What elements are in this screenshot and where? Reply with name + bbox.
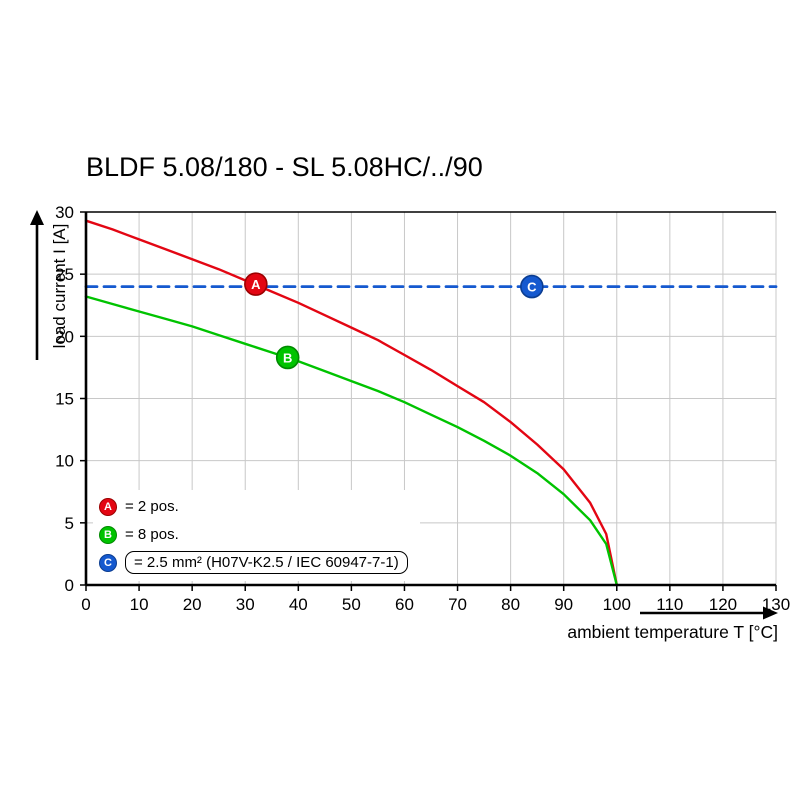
y-tick-label: 10: [55, 452, 74, 471]
x-tick-label: 70: [448, 595, 467, 614]
legend-label-B: = 8 pos.: [125, 526, 179, 543]
marker-B: [275, 345, 300, 370]
y-tick-label: 20: [55, 327, 74, 346]
legend: A = 2 pos. B = 8 pos. C = 2.5 mm² (H07V-K2.5 …: [93, 490, 420, 581]
legend-label-A: = 2 pos.: [125, 498, 179, 515]
y-tick-label: 30: [55, 203, 74, 222]
series-A: [84, 219, 618, 587]
legend-marker-C-icon: C: [99, 553, 117, 572]
legend-marker-A-icon: A: [99, 497, 117, 516]
marker-A: [244, 272, 268, 296]
marker-letter-C: C: [527, 279, 537, 294]
y-axis-arrow-icon: [30, 210, 44, 360]
x-tick-label: 20: [183, 595, 202, 614]
marker-C: [520, 274, 544, 299]
y-tick-label: 25: [55, 265, 74, 284]
x-tick-label: 90: [554, 595, 573, 614]
y-tick-label: 5: [65, 514, 74, 533]
x-tick-label: 0: [81, 595, 90, 614]
x-tick-label: 50: [342, 595, 361, 614]
marker-letter-B: B: [283, 350, 292, 365]
x-axis-arrow-icon: [640, 606, 778, 620]
x-tick-label: 80: [501, 595, 520, 614]
x-tick-label: 60: [395, 595, 414, 614]
chart-title: BLDF 5.08/180 - SL 5.08HC/../90: [86, 152, 483, 182]
y-tick-label: 15: [55, 390, 74, 409]
legend-item-C: C = 2.5 mm² (H07V-K2.5 / IEC 60947-7-1): [99, 550, 408, 575]
plot-area: 0 10 20 30 40 50 60 70 80 90 100 110 120 130051015202…: [55, 203, 790, 614]
series-B: [84, 295, 618, 587]
x-tick-label: 10: [130, 595, 149, 614]
x-axis-label: ambient temperature T [°C]: [567, 622, 778, 642]
x-tick-label: 30: [236, 595, 255, 614]
legend-label-C: = 2.5 mm² (H07V-K2.5 / IEC 60947-7-1): [125, 551, 408, 574]
x-tick-label: 100: [603, 595, 631, 614]
x-tick-label: 40: [289, 595, 308, 614]
x-tick-label: 120: [709, 595, 737, 614]
legend-marker-B-icon: B: [99, 525, 117, 544]
marker-letter-A: A: [251, 277, 261, 292]
y-tick-label: 0: [65, 576, 74, 595]
legend-item-B: B = 8 pos.: [99, 522, 408, 547]
x-tick-label: 110: [656, 595, 683, 614]
legend-item-A: A = 2 pos.: [99, 494, 408, 519]
